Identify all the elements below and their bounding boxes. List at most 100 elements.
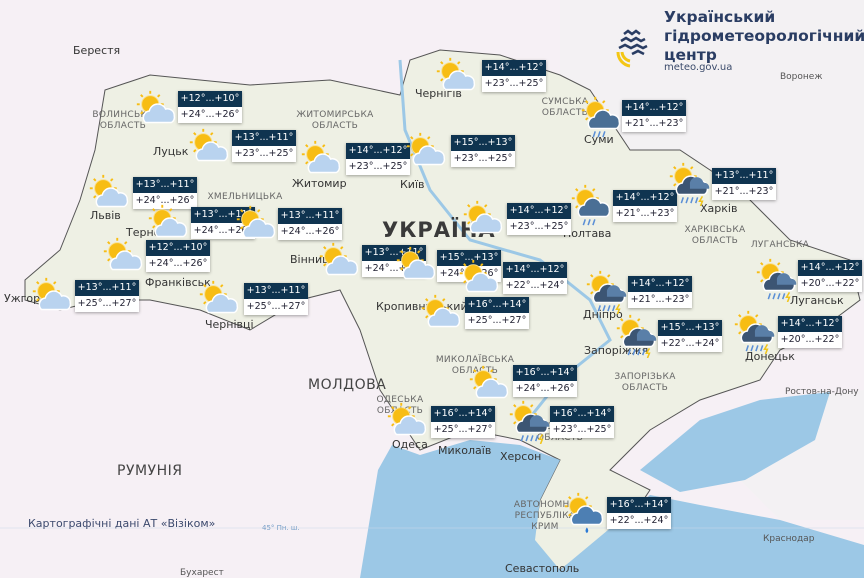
oblast-label: СУМСЬКА ОБЛАСТЬ — [541, 97, 589, 118]
forecast-label[interactable]: +14°...+12° +21°...+23° — [613, 190, 677, 222]
night-temperature: +14°...+12° — [628, 276, 692, 292]
forecast-label[interactable]: +13°...+11° +21°...+23° — [712, 168, 776, 200]
night-temperature: +14°...+12° — [507, 203, 571, 219]
city-label: Чернівці — [205, 318, 254, 331]
day-temperature: +23°...+25° — [482, 76, 546, 92]
sun-cloud-icon — [133, 88, 179, 134]
city-label: Херсон — [500, 450, 542, 463]
forecast-label[interactable]: +14°...+12° +21°...+23° — [628, 276, 692, 308]
day-temperature: +25°...+27° — [75, 296, 139, 312]
night-temperature: +15°...+13° — [451, 135, 515, 151]
forecast-label[interactable]: +16°...+14° +24°...+26° — [513, 365, 577, 397]
day-temperature: +23°...+25° — [550, 422, 614, 438]
night-temperature: +13°...+11° — [75, 280, 139, 296]
sun-cloud-icon — [456, 257, 502, 303]
day-temperature: +20°...+22° — [778, 332, 842, 348]
forecast-label[interactable]: +13°...+11° +24°...+26° — [278, 208, 342, 240]
night-temperature: +16°...+14° — [607, 497, 671, 513]
oblast-label: ХМЕЛЬНИЦЬКА — [207, 192, 283, 202]
forecast-label[interactable]: +14°...+12° +21°...+23° — [622, 100, 686, 132]
city-label: Бухарест — [180, 568, 224, 578]
day-temperature: +20°...+22° — [798, 276, 862, 292]
sun-cloud-icon — [86, 172, 132, 218]
night-temperature: +14°...+12° — [482, 60, 546, 76]
forecast-label[interactable]: +13°...+11° +24°...+26° — [133, 177, 197, 209]
day-temperature: +21°...+23° — [613, 206, 677, 222]
sun-cloud-icon — [418, 292, 464, 338]
day-temperature: +23°...+25° — [232, 146, 296, 162]
sun-cloud-icon — [100, 235, 146, 281]
day-temperature: +24°...+26° — [133, 193, 197, 209]
night-temperature: +12°...+10° — [178, 91, 242, 107]
map-credit: Картографічні дані АТ «Візіком» — [28, 517, 216, 530]
sun-cloud-icon — [316, 240, 362, 286]
forecast-label[interactable]: +16°...+14° +25°...+27° — [465, 297, 529, 329]
night-temperature: +13°...+11° — [133, 177, 197, 193]
night-temperature: +14°...+12° — [778, 316, 842, 332]
city-label: Луганськ — [790, 294, 844, 307]
city-label: Запоріжжя — [584, 344, 649, 357]
city-label: Полтава — [563, 227, 612, 240]
oblast-label: ЛУГАНСЬКА — [750, 240, 810, 250]
forecast-label[interactable]: +12°...+10° +24°...+26° — [146, 240, 210, 272]
sun-cloud-icon — [196, 278, 242, 324]
night-temperature: +14°...+12° — [613, 190, 677, 206]
thunderstorm-icon — [506, 398, 552, 445]
sun-cloud-icon — [393, 244, 439, 290]
forecast-label[interactable]: +12°...+10° +24°...+26° — [178, 91, 242, 123]
forecast-label[interactable]: +15°...+13° +23°...+25° — [451, 135, 515, 167]
city-label: Чернігів — [415, 87, 462, 100]
day-temperature: +24°...+26° — [178, 107, 242, 123]
night-temperature: +12°...+10° — [146, 240, 210, 256]
thunderstorm-icon — [753, 256, 799, 303]
night-temperature: +14°...+12° — [798, 260, 862, 276]
day-temperature: +24°...+26° — [191, 223, 255, 239]
day-temperature: +21°...+23° — [622, 116, 686, 132]
city-label: Луцьк — [153, 145, 189, 158]
day-temperature: +25°...+27° — [465, 313, 529, 329]
forecast-label[interactable]: +16°...+14° +23°...+25° — [550, 406, 614, 438]
forecast-label[interactable]: +13°...+11° +25°...+27° — [244, 283, 308, 315]
city-label: Житомир — [292, 177, 347, 190]
sun-cloud-icon — [384, 400, 430, 446]
logo-title: Український гідрометеорологічний центр — [664, 8, 864, 64]
day-temperature: +21°...+23° — [712, 184, 776, 200]
forecast-label[interactable]: +15°...+13° +22°...+24° — [658, 320, 722, 352]
forecast-label[interactable]: +16°...+14° +25°...+27° — [431, 406, 495, 438]
logo-url[interactable]: meteo.gov.ua — [664, 62, 733, 73]
forecast-label[interactable]: +14°...+12° +23°...+25° — [482, 60, 546, 92]
forecast-label[interactable]: +14°...+12° +20°...+22° — [778, 316, 842, 348]
city-label: Воронеж — [780, 72, 823, 82]
day-temperature: +25°...+27° — [244, 299, 308, 315]
city-label: Ростов-на-Дону — [785, 387, 859, 397]
forecast-label[interactable]: +13°...+11° +24°...+26° — [191, 207, 255, 239]
night-temperature: +13°...+11° — [244, 283, 308, 299]
oblast-label: АВТОНОМНА РЕСПУБЛІКА КРИМ — [513, 500, 577, 532]
thunderstorm-icon — [613, 312, 659, 359]
day-temperature: +25°...+27° — [431, 422, 495, 438]
night-temperature: +13°...+11° — [232, 130, 296, 146]
sun-cloud-icon — [29, 275, 75, 321]
night-temperature: +14°...+12° — [346, 143, 410, 159]
forecast-label[interactable]: +14°...+12° +23°...+25° — [507, 203, 571, 235]
thunderstorm-icon — [731, 308, 777, 355]
forecast-label[interactable]: +14°...+12° +20°...+22° — [798, 260, 862, 292]
forecast-label[interactable]: +16°...+14° +22°...+24° — [607, 497, 671, 529]
city-label: Одеса — [392, 438, 428, 451]
forecast-label[interactable]: +13°...+11° +23°...+25° — [232, 130, 296, 162]
night-temperature: +14°...+12° — [503, 262, 567, 278]
sun-cloud-icon — [233, 203, 279, 249]
night-temperature: +16°...+14° — [465, 297, 529, 313]
city-label: Миколаїв — [438, 444, 492, 457]
sun-cloud-icon — [466, 363, 512, 409]
forecast-label[interactable]: +14°...+12° +23°...+25° — [346, 143, 410, 175]
thunderstorm-icon — [583, 268, 629, 315]
day-temperature: +22°...+24° — [503, 278, 567, 294]
sea-of-azov — [640, 392, 830, 492]
rain-icon — [568, 182, 614, 228]
forecast-label[interactable]: +14°...+12° +22°...+24° — [503, 262, 567, 294]
latitude-label: 45° Пн. ш. — [262, 524, 300, 532]
day-temperature: +23°...+25° — [507, 219, 571, 235]
forecast-label[interactable]: +13°...+11° +25°...+27° — [75, 280, 139, 312]
sun-cloud-icon — [403, 130, 449, 176]
